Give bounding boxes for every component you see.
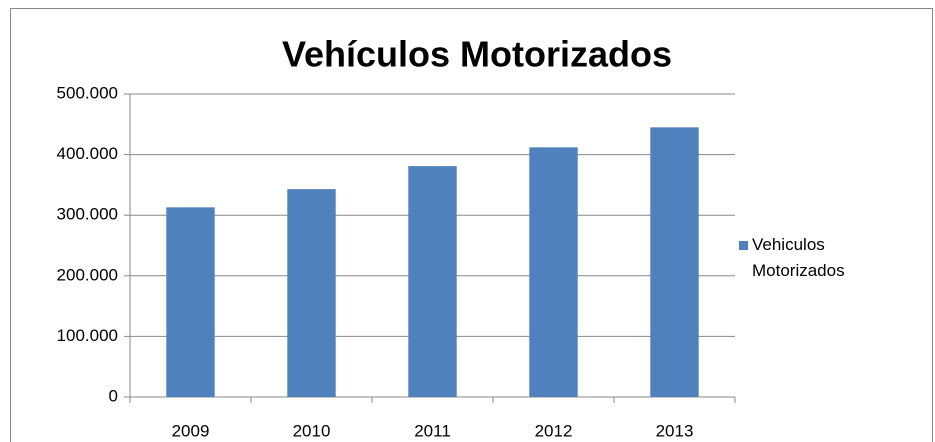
- chart-title: Vehículos Motorizados: [282, 34, 672, 75]
- bar: [166, 207, 215, 397]
- y-tick-label: 300.000: [57, 205, 118, 224]
- bar: [408, 166, 457, 397]
- x-tick-label: 2012: [535, 421, 573, 440]
- x-tick-label: 2009: [172, 421, 210, 440]
- y-tick-label: 200.000: [57, 265, 118, 284]
- y-tick-label: 0: [109, 386, 118, 405]
- chart-border: [10, 8, 933, 442]
- legend-swatch: [739, 241, 748, 250]
- x-tick-label: 2013: [656, 421, 694, 440]
- y-tick-label: 500.000: [57, 83, 118, 102]
- bar: [287, 189, 336, 397]
- x-tick-label: 2010: [293, 421, 331, 440]
- x-tick-label: 2011: [414, 421, 451, 440]
- bar: [529, 147, 578, 397]
- y-tick-label: 100.000: [57, 326, 118, 345]
- legend-label: Vehiculos Motorizados: [752, 235, 845, 280]
- y-tick-label: 400.000: [57, 144, 118, 163]
- bar: [650, 127, 699, 397]
